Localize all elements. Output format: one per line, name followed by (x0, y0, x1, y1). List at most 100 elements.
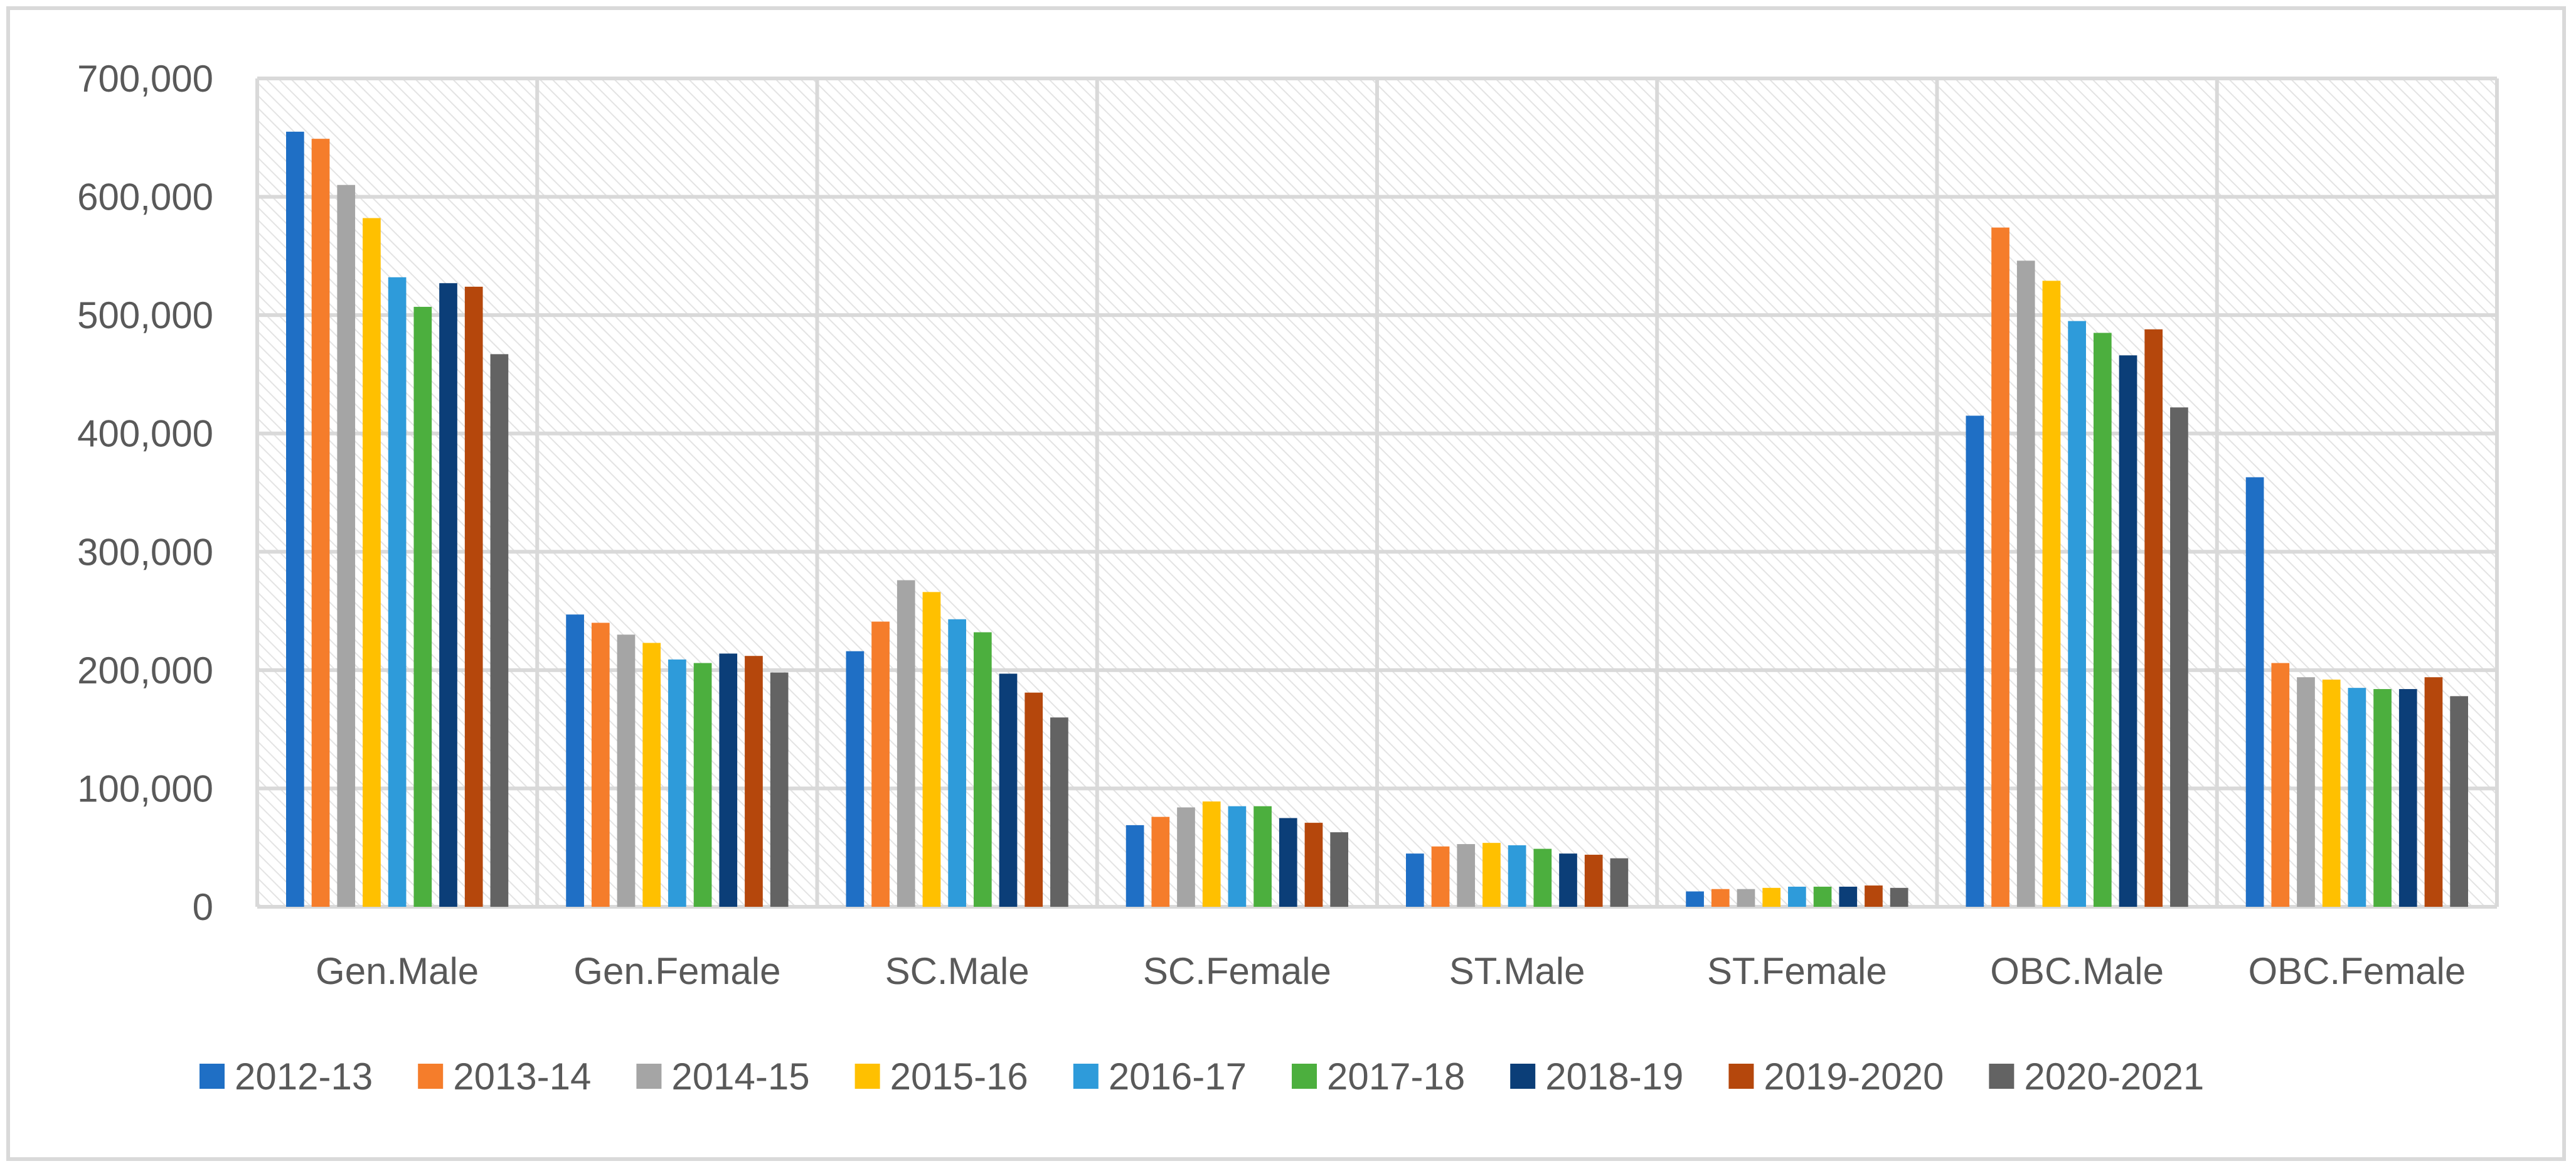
bar (2245, 477, 2264, 907)
bar (770, 672, 789, 907)
bar (1050, 717, 1068, 907)
bar (464, 286, 483, 907)
bar (2170, 407, 2188, 907)
bar (1610, 858, 1629, 907)
legend-label: 2018-19 (1545, 1056, 1683, 1098)
bar (2271, 663, 2290, 907)
y-tick-label: 500,000 (77, 294, 213, 336)
bar (1457, 844, 1476, 907)
y-axis-ticks: 0 100,000 200,000 300,000 400,000 500,000 600,… (77, 58, 213, 928)
legend-label: 2016-17 (1109, 1056, 1247, 1098)
legend-label: 2012-13 (235, 1056, 373, 1098)
y-tick-label: 400,000 (77, 413, 213, 455)
bar (286, 131, 304, 907)
bar (1711, 889, 1730, 907)
legend-item: 2020-2021 (1989, 1056, 2204, 1098)
bar (642, 643, 661, 907)
y-tick-label: 600,000 (77, 176, 213, 218)
bar (2450, 696, 2468, 907)
bar (1406, 853, 1424, 907)
bar (1482, 843, 1501, 907)
bar (1991, 227, 2009, 907)
legend-swatch (1989, 1064, 2014, 1089)
legend-label: 2013-14 (453, 1056, 591, 1098)
bar (363, 218, 381, 907)
legend-swatch (1728, 1064, 1754, 1089)
bar (2068, 321, 2086, 907)
bar (1202, 801, 1221, 907)
bar (1788, 886, 1806, 907)
legend: 2012-13 2013-14 2014-15 2015-16 2016-17 2017-… (200, 1056, 2204, 1098)
bar (1584, 855, 1603, 907)
legend-item: 2018-19 (1510, 1056, 1683, 1098)
bar (871, 621, 890, 907)
bar (1762, 887, 1781, 907)
bar (1025, 692, 1043, 907)
y-tick-label: 0 (193, 886, 213, 928)
x-category-label: ST.Male (1449, 950, 1585, 992)
bar (2119, 355, 2137, 907)
y-tick-label: 700,000 (77, 58, 213, 100)
bar (2297, 677, 2315, 907)
bar (1279, 818, 1297, 907)
bar (2348, 688, 2366, 907)
legend-item: 2012-13 (200, 1056, 373, 1098)
bar (1177, 807, 1195, 907)
bar (2398, 689, 2417, 907)
legend-item: 2013-14 (418, 1056, 591, 1098)
bar (1330, 832, 1348, 907)
bar (2373, 689, 2392, 907)
bar (897, 580, 915, 907)
bar (1431, 846, 1450, 907)
legend-label: 2017-18 (1327, 1056, 1465, 1098)
bar (617, 634, 636, 907)
bar (311, 139, 330, 907)
bars (286, 131, 2468, 907)
bar (1228, 806, 1247, 907)
bar (1559, 853, 1577, 907)
x-category-label: OBC.Female (2248, 950, 2466, 992)
legend-item: 2016-17 (1073, 1056, 1247, 1098)
x-category-label: SC.Male (885, 950, 1030, 992)
bar (2016, 260, 2035, 907)
bar (2322, 679, 2341, 907)
legend-swatch (1510, 1064, 1536, 1089)
bar (490, 354, 509, 907)
bar (846, 651, 865, 907)
bar (413, 306, 432, 907)
legend-item: 2017-18 (1292, 1056, 1465, 1098)
bar (1304, 823, 1323, 907)
bar (1737, 889, 1755, 907)
legend-label: 2019-2020 (1764, 1056, 1944, 1098)
bar (566, 614, 584, 907)
bar (2144, 329, 2163, 907)
bar (591, 623, 610, 907)
legend-swatch (854, 1064, 880, 1089)
legend-swatch (200, 1064, 225, 1089)
x-category-label: SC.Female (1143, 950, 1331, 992)
legend-swatch (1073, 1064, 1099, 1089)
bar (1533, 848, 1552, 907)
bar (1966, 415, 1984, 907)
bar (2042, 281, 2061, 907)
bar (1151, 816, 1170, 907)
y-tick-label: 300,000 (77, 531, 213, 573)
bar (948, 619, 966, 907)
bar (1865, 885, 1883, 907)
bar (1839, 886, 1858, 907)
legend-label: 2014-15 (671, 1056, 809, 1098)
bar (2093, 333, 2112, 907)
x-category-label: Gen.Female (573, 950, 780, 992)
x-category-label: OBC.Male (1990, 950, 2164, 992)
bar (999, 673, 1018, 907)
bar (1253, 806, 1272, 907)
legend-label: 2015-16 (890, 1056, 1028, 1098)
legend-swatch (636, 1064, 662, 1089)
legend-swatch (1292, 1064, 1317, 1089)
y-tick-label: 100,000 (77, 767, 213, 810)
bar (439, 283, 457, 907)
x-category-label: Gen.Male (316, 950, 479, 992)
legend-swatch (418, 1064, 444, 1089)
legend-item: 2014-15 (636, 1056, 810, 1098)
